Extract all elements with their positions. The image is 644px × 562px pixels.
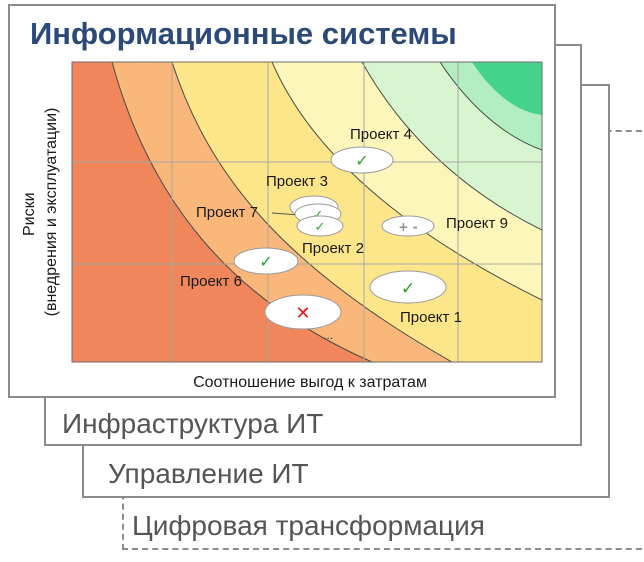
project-marker	[369, 270, 447, 304]
grid-lines	[72, 62, 542, 362]
project-marker	[296, 215, 344, 237]
rejected-cross-icon: ✕	[295, 303, 310, 324]
project-7[interactable]: Проект 7 ✓	[196, 203, 342, 225]
x-axis-label: Соотношение выгод к затратам	[193, 374, 427, 391]
project-1[interactable]: ✓ Проект 1	[369, 270, 462, 326]
project-label: Проект 6	[180, 273, 242, 290]
project-marker	[330, 146, 394, 174]
approved-check-icon: ✓	[401, 279, 415, 299]
approved-check-icon: ✓	[315, 220, 326, 235]
approved-check-icon: ✓	[355, 151, 368, 170]
project-marker	[381, 215, 435, 237]
project-label: Проект 1	[400, 309, 462, 326]
zone-boundaries	[111, 62, 542, 362]
project-2[interactable]: ✓ Проект 2	[296, 215, 364, 257]
project-label: Проект 7	[196, 204, 258, 221]
layer-digital-label: Цифровая трансформация	[132, 510, 485, 541]
layer-infrastructure-label: Инфраструктура ИТ	[62, 408, 324, 439]
y-axis-label: Риски (внедрения и эксплуатации)	[21, 108, 60, 317]
plot-frame	[71, 61, 543, 363]
project-label: Проект 9	[446, 215, 508, 232]
project-label: Проект 2	[302, 240, 364, 257]
project-label: Проект 4	[350, 126, 412, 143]
project-marker	[264, 294, 342, 330]
project-6[interactable]: ✓ Проект 6	[180, 247, 299, 290]
y-axis-label-line1: Риски	[21, 192, 38, 236]
project-label: Проект 3	[266, 173, 328, 190]
project-4[interactable]: Проект 4 ✓	[330, 126, 412, 174]
approved-check-icon: ✓	[313, 208, 324, 223]
project-rejected[interactable]: ✕ ...	[264, 294, 342, 342]
neutral-plus-minus-icon: + -	[398, 220, 417, 234]
zone-band-7	[472, 62, 542, 115]
ellipsis-label: ...	[323, 328, 333, 342]
approved-check-icon: ✓	[259, 252, 272, 271]
page-title: Информационные системы	[30, 16, 457, 51]
project-9[interactable]: + - Проект 9	[381, 215, 508, 237]
project-marker	[233, 247, 299, 275]
layer-management-label: Управление ИТ	[108, 458, 309, 489]
y-axis-label-line2: (внедрения и эксплуатации)	[43, 108, 60, 317]
